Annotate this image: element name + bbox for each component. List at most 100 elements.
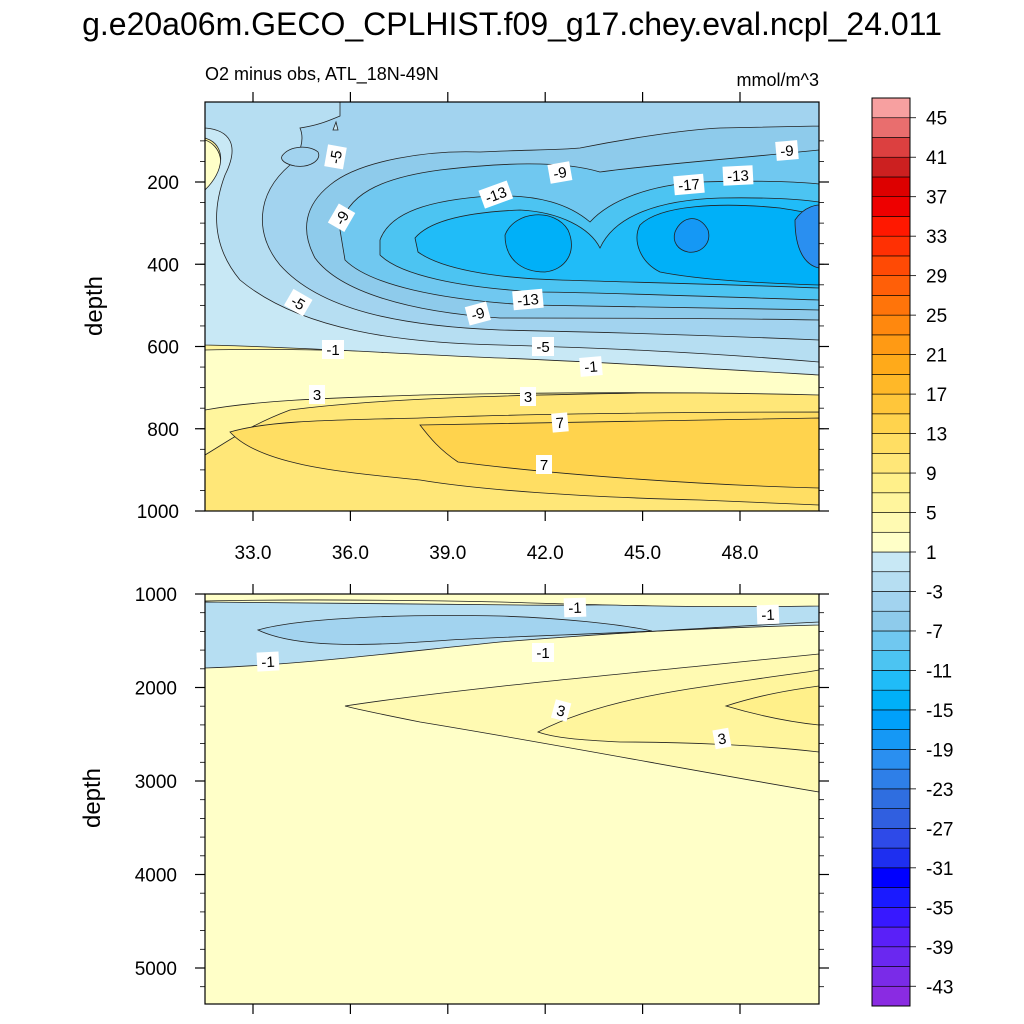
colorbar-label: -19 [926,740,953,761]
lower-y-tick-label: 1000 [135,585,177,606]
colorbar-label: -3 [926,582,943,603]
colorbar-swatch [871,749,911,770]
upper-clabel: 7 [555,415,565,433]
colorbar-swatch [871,97,911,119]
upper-x-tick-label: 39.0 [429,543,466,564]
colorbar-swatch [871,255,911,276]
colorbar-swatch [871,551,911,573]
colorbar-swatch [871,531,911,553]
upper-y-tick-label: 1000 [137,502,179,523]
upper-y-tick-label: 200 [147,173,179,194]
colorbar-swatch [871,828,911,849]
upper-band-7 [419,417,819,489]
upper-clabel: -9 [552,164,568,183]
left-subtitle: O2 minus obs, ATL_18N-49N [205,64,439,85]
upper-clabel: -13 [483,184,509,207]
colorbar-swatch [871,966,911,987]
colorbar-swatch [871,334,911,355]
lower-clabel: 3 [717,730,728,748]
colorbar-label: 45 [926,109,947,130]
upper-contour-labels: -5 -9 -9 -13 -17 -13 -9 -5 -9 -13 -5 -1 … [283,140,799,474]
colorbar-swatch [871,492,911,513]
upper-clabel: -5 [536,339,549,356]
colorbar-label: 41 [926,148,947,169]
colorbar-swatch [871,413,911,434]
lower-fill-base [205,594,819,1004]
upper-x-tick-label: 48.0 [722,543,759,564]
units-label: mmol/m^3 [737,70,819,90]
colorbar-label: -11 [926,661,952,682]
colorbar-swatch [871,295,911,316]
colorbar-swatch [871,453,911,474]
lower-band-5 [724,685,819,726]
upper-x-tick-label: 33.0 [235,543,272,564]
upper-clabel: -9 [780,142,795,160]
lower-contour-panel [205,594,819,1004]
colorbar-label: 5 [926,504,937,525]
upper-ylabel: depth [81,276,108,336]
colorbar-label: 33 [926,227,947,248]
lower-frame [204,593,820,1005]
upper-x-tick-label: 42.0 [527,543,564,564]
upper-clabel: 3 [524,389,532,406]
colorbar-label: 9 [926,464,937,485]
lower-y-tick-label: 5000 [135,959,177,980]
upper-x-tick-label: 45.0 [624,543,661,564]
colorbar-label: 17 [926,385,947,406]
upper-axes: 200 400 600 800 1000 33.0 36.0 39.0 42.0 45.0 48.0 [137,92,829,564]
lower-y-tick-label: 4000 [135,866,177,887]
colorbar-label: 21 [926,346,947,367]
upper-clabel: -13 [727,167,750,185]
colorbar-swatch [871,196,911,217]
colorbar-swatch [871,433,911,454]
colorbar-swatch [871,314,911,336]
upper-clabel: -9 [469,305,486,325]
colorbar-label: 1 [926,543,937,564]
colorbar-swatch [871,610,911,632]
colorbar-swatch [871,354,911,375]
upper-clabel: -17 [678,176,701,195]
colorbar-label: 29 [926,267,947,288]
lower-band-m5 [256,615,653,645]
lower-y-tick-label: 3000 [135,772,177,793]
lower-contour-labels: -1 -1 -1 -1 3 3 [256,597,780,750]
colorbar-label: 13 [926,425,947,446]
colorbar-swatch [871,235,911,257]
colorbar-swatch [871,117,911,138]
lower-y-tick-label: 2000 [135,679,177,700]
main-title: g.e20a06m.GECO_CPLHIST.f09_g17.chey.eval… [82,6,942,42]
colorbar-swatch [871,689,911,711]
upper-band-m19 [794,204,819,269]
lower-clabel: -1 [568,600,582,617]
colorbar-swatch [871,946,911,967]
upper-clabel: 3 [313,387,321,404]
colorbar-swatch [871,867,911,888]
upper-clabel: -5 [327,149,346,165]
colorbar-label: -23 [926,780,953,801]
colorbar-swatch [871,156,911,178]
colorbar-swatch [871,650,911,671]
colorbar-label: -35 [926,898,953,919]
upper-frame [204,101,820,512]
upper-x-tick-label: 36.0 [332,543,369,564]
colorbar-swatch [871,768,911,790]
colorbar-swatch [871,137,911,158]
colorbar-label: -39 [926,938,953,959]
lower-band-3 [536,669,819,753]
lower-clabel: -1 [761,607,775,624]
colorbar-swatch [871,571,911,592]
colorbar-swatch [871,985,911,1007]
colorbar-swatch [871,907,911,928]
upper-band-m15b [636,204,819,286]
colorbar-swatch [871,926,911,948]
upper-y-tick-label: 400 [147,255,179,276]
upper-blob2 [332,120,339,131]
upper-y-tick-label: 600 [147,338,179,359]
upper-clabel: -1 [584,358,599,376]
colorbar-swatch [871,472,911,494]
lower-axes: 1000 2000 3000 4000 5000 [135,584,829,1014]
colorbar-swatch [871,630,911,651]
lower-band-1top [205,594,819,608]
lower-clabel: -1 [261,654,275,672]
